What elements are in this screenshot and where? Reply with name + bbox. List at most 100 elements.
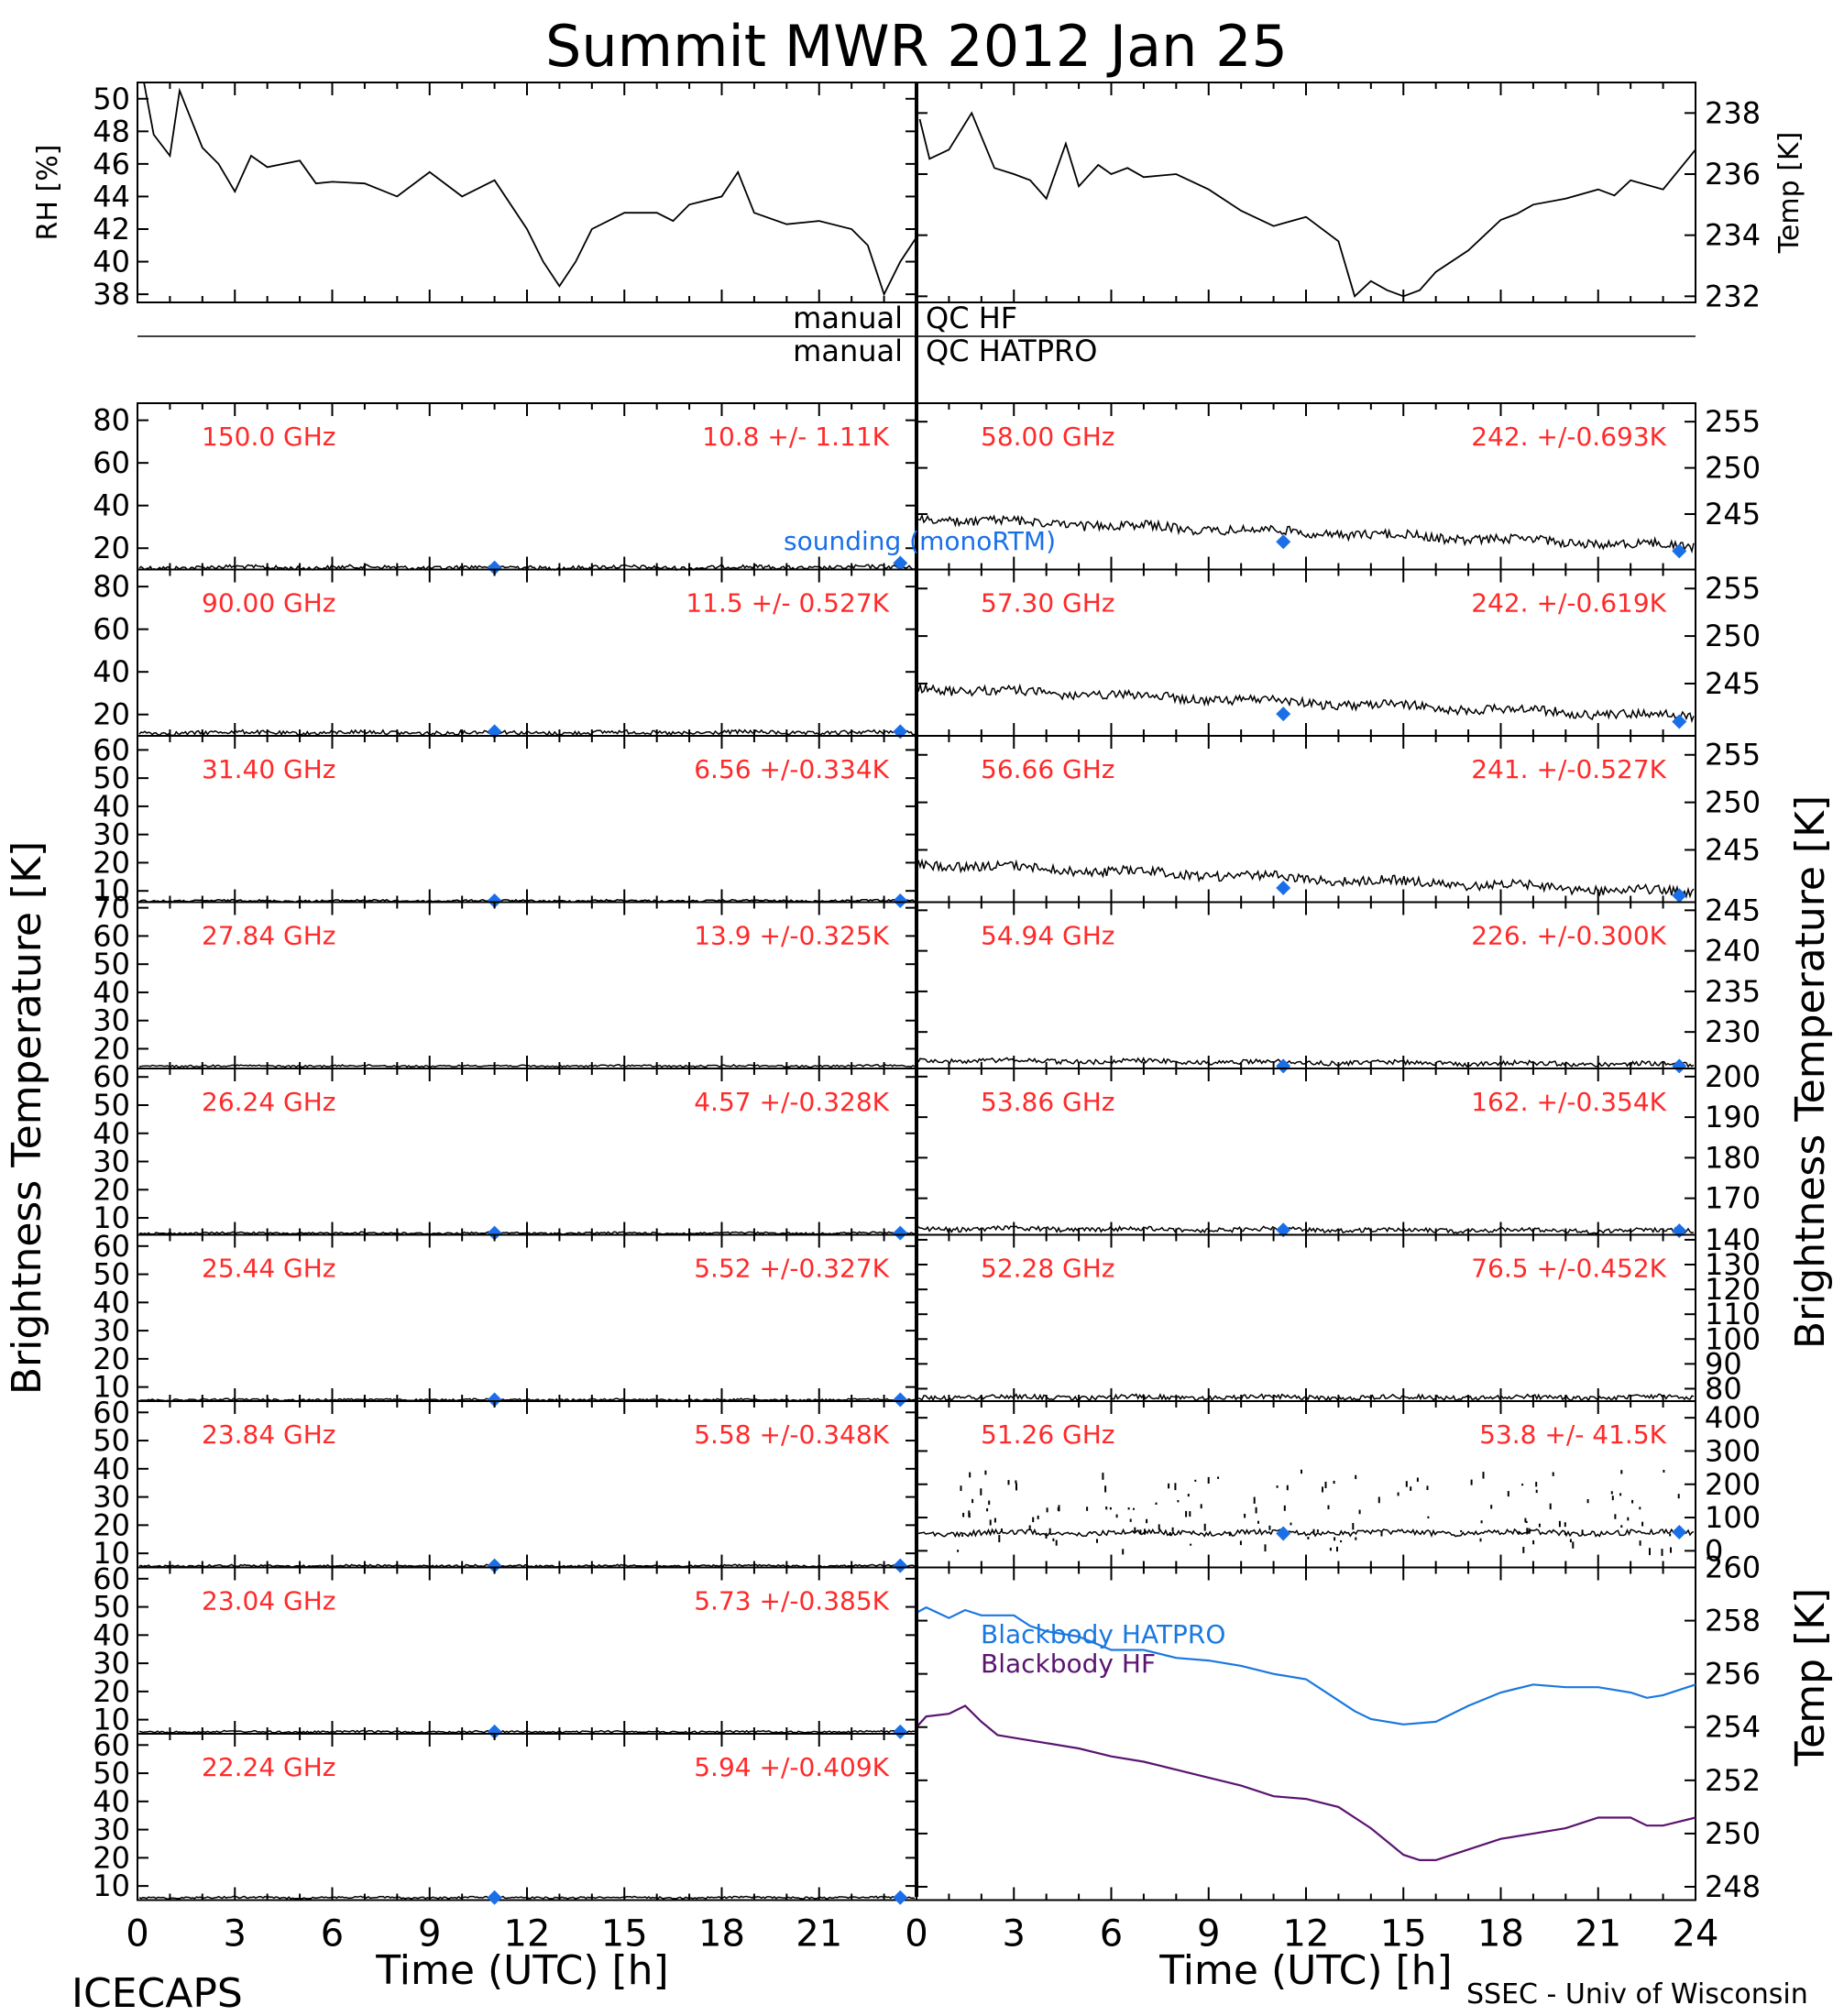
left-panel-8-ytick-label: 60 — [93, 1561, 130, 1596]
right-panel-7-freq-label: 51.26 GHz — [981, 1419, 1115, 1450]
x-tick-label-right: 6 — [1100, 1913, 1123, 1956]
right-panel-4-ytick-label: 240 — [1705, 934, 1761, 969]
right-panel-2-sounding-point — [1276, 707, 1291, 722]
rh-series-line — [143, 82, 917, 297]
left-panel-1-sounding-point — [487, 560, 502, 575]
right-panel-7-spike — [1134, 1527, 1136, 1534]
right-panel-7-spike — [1253, 1496, 1256, 1504]
right-panel-4-sounding-point — [1276, 1058, 1291, 1074]
left-panel-3-ytick-label: 60 — [93, 732, 130, 767]
rh-panel-frame — [137, 82, 917, 303]
right-panel-5-ytick-label: 200 — [1705, 1059, 1761, 1094]
right-panel-7-spike — [1526, 1528, 1529, 1535]
right-panel-6-ytick-label: 110 — [1705, 1297, 1761, 1331]
right-panel-2-sounding-point — [1672, 714, 1687, 729]
left-panel-9-ytick-label: 10 — [93, 1868, 130, 1903]
qc-hatpro-label: QC HATPRO — [926, 334, 1097, 368]
right-panel-7-spike — [1286, 1485, 1289, 1491]
right-panel-7-spike — [1528, 1528, 1531, 1534]
right-panel-7-spike — [1174, 1483, 1177, 1491]
right-panel-7-spike — [1518, 1530, 1520, 1535]
right-panel-7-spike — [1086, 1507, 1089, 1511]
right-panel-7-spike — [968, 1513, 971, 1518]
right-panel-7-spike — [1405, 1481, 1408, 1487]
left-panel-9-sounding-point — [487, 1890, 502, 1905]
left-panel-1-stat-label: 10.8 +/- 1.11K — [702, 422, 889, 452]
left-panel-5-ytick-label: 10 — [93, 1200, 130, 1235]
right-panel-7-spike — [1109, 1507, 1112, 1510]
left-panel-4-ytick-label: 40 — [93, 975, 130, 1010]
right-panel-3-trace — [917, 858, 1695, 899]
right-panel-7-spike — [961, 1534, 964, 1537]
right-panel-7-spike — [1535, 1482, 1538, 1487]
right-panel-7-spike — [1639, 1540, 1641, 1546]
right-panel-7-spike — [1572, 1541, 1575, 1549]
right-panel-7-spike — [1586, 1499, 1589, 1504]
right-panel-7-spike — [1427, 1516, 1430, 1519]
right-panel-7-spike — [1329, 1547, 1332, 1551]
rh-panel-ytick-label: 42 — [93, 212, 130, 247]
left-panel-5-ytick-label: 60 — [93, 1059, 130, 1094]
right-panel-1-trace — [917, 513, 1695, 554]
left-panel-1-ytick-label: 60 — [93, 445, 130, 480]
qc-manual-label-2: manual — [793, 334, 903, 368]
right-panel-6-ytick-label: 100 — [1705, 1321, 1761, 1356]
right-panel-2-ytick-label: 250 — [1705, 619, 1761, 653]
left-panel-9-trace — [138, 1895, 916, 1901]
left-panel-2-trace — [138, 729, 916, 737]
right-panel-3-stat-label: 241. +/-0.527K — [1471, 754, 1666, 784]
right-panel-7-spike — [1327, 1505, 1330, 1510]
right-panel-7-spike — [1479, 1538, 1482, 1542]
temp-panel-ytick-label: 232 — [1705, 279, 1761, 313]
right-panel-7-spike — [1102, 1473, 1104, 1480]
left-panel-1-sounding-point — [893, 555, 908, 571]
left-panel-3-trace — [138, 898, 916, 904]
right-panel-7-spike — [1661, 1549, 1663, 1556]
right-panel-7-spike — [1283, 1505, 1286, 1511]
right-panel-7-spike — [1620, 1525, 1623, 1528]
left-panel-7-ytick-label: 50 — [93, 1423, 130, 1458]
right-panel-7-spike — [1037, 1515, 1039, 1519]
right-panel-7-spike — [1641, 1521, 1644, 1527]
left-panel-8-ytick-label: 30 — [93, 1646, 130, 1681]
left-panel-1-ytick-label: 20 — [93, 531, 130, 565]
right-temp-label: Temp [K] — [1787, 1588, 1833, 1767]
blackbody-panel-ytick-label: 250 — [1705, 1816, 1761, 1851]
right-panel-4-ytick-label: 230 — [1705, 1014, 1761, 1049]
right-panel-1-sounding-point — [1276, 534, 1291, 550]
left-panel-9-ytick-label: 20 — [93, 1840, 130, 1875]
right-panel-2-ytick-label: 245 — [1705, 666, 1761, 701]
right-panel-7-spike — [1619, 1493, 1622, 1496]
rh-panel-ytick-label: 38 — [93, 277, 130, 312]
right-panel-5-sounding-point — [1276, 1222, 1291, 1238]
left-panel-6-ytick-label: 50 — [93, 1257, 130, 1292]
blackbody-panel-ytick-label: 248 — [1705, 1869, 1761, 1904]
right-panel-7-ytick-label: 300 — [1705, 1433, 1761, 1468]
x-tick-label-left: 0 — [126, 1913, 148, 1956]
left-panel-9-ytick-label: 30 — [93, 1813, 130, 1847]
right-panel-7-spike — [1377, 1496, 1380, 1504]
left-panel-7-ytick-label: 40 — [93, 1452, 130, 1486]
right-panel-5-stat-label: 162. +/-0.354K — [1471, 1087, 1666, 1117]
right-panel-7-spike — [1470, 1479, 1473, 1485]
left-panel-1-freq-label: 150.0 GHz — [202, 422, 336, 452]
right-panel-7-spike — [962, 1512, 965, 1517]
right-panel-2-freq-label: 57.30 GHz — [981, 588, 1115, 619]
temp-panel-ytick-label: 238 — [1705, 95, 1761, 130]
right-panel-7-trace — [917, 1528, 1695, 1539]
left-panel-6-ytick-label: 10 — [93, 1370, 130, 1405]
rh-panel-ytick-label: 40 — [93, 245, 130, 279]
right-panel-7-spike — [993, 1517, 996, 1523]
left-panel-6-stat-label: 5.52 +/-0.327K — [694, 1254, 889, 1284]
left-panel-4-ytick-label: 50 — [93, 947, 130, 981]
right-panel-7-spike — [1564, 1522, 1566, 1528]
left-panel-5-ytick-label: 40 — [93, 1116, 130, 1151]
right-panel-7-spike — [1525, 1520, 1528, 1524]
blackbody-panel-ytick-label: 254 — [1705, 1710, 1761, 1745]
right-panel-7-spike — [1677, 1494, 1680, 1499]
air-temp-series-line — [918, 111, 1696, 298]
left-panel-7-sounding-point — [893, 1558, 908, 1573]
temp-panel-frame — [916, 82, 1696, 303]
right-panel-7-spike — [1046, 1507, 1048, 1513]
